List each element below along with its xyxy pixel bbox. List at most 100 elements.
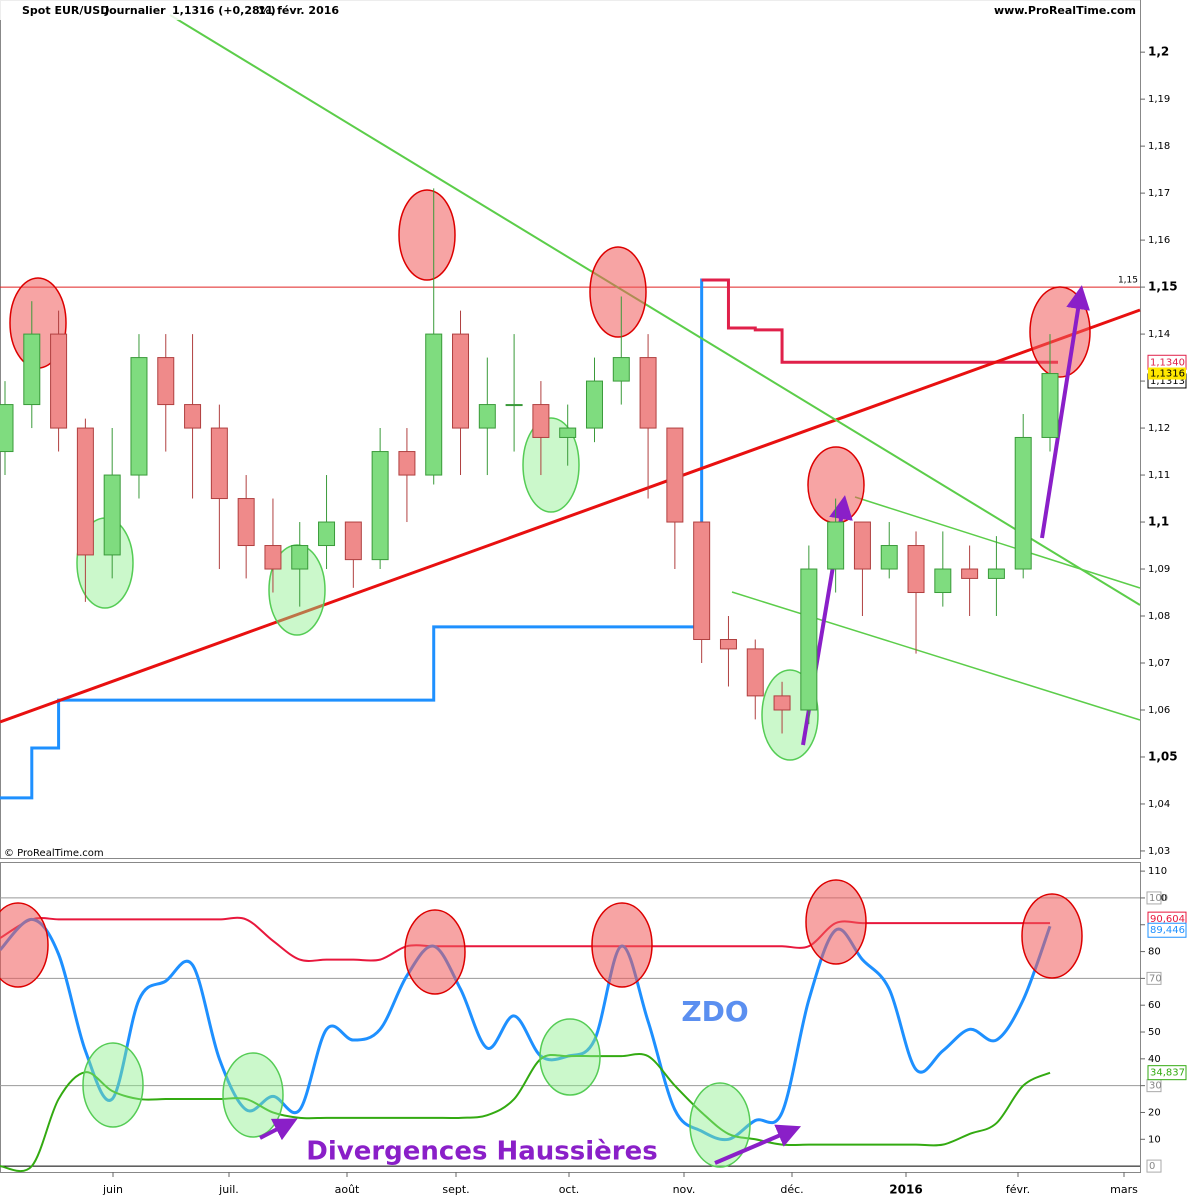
candle-body [1041, 373, 1059, 438]
ellipse [591, 902, 653, 988]
candle-body [827, 521, 845, 570]
y-tick-label: 1,09 [1148, 564, 1170, 575]
arrow [714, 1124, 802, 1165]
arrow [259, 1118, 298, 1141]
candle-body [853, 521, 871, 570]
ellipse [0, 902, 49, 988]
y-tick-label: 1,18 [1148, 141, 1170, 152]
value-box [1147, 922, 1187, 938]
y-tick-label: 60 [1148, 1000, 1161, 1011]
ellipse [404, 909, 466, 995]
candle-body [76, 427, 94, 556]
ellipse [1021, 893, 1083, 979]
y-tick-label: 1,19 [1148, 94, 1170, 105]
y-tick-label: 1,2 [1148, 45, 1169, 59]
x-tick-label: févr. [1006, 1183, 1030, 1196]
copyright: © ProRealTime.com [4, 848, 104, 859]
ellipse [589, 246, 647, 338]
level-label: 100 [1149, 893, 1168, 904]
candle-body [103, 474, 121, 556]
candle-body [210, 427, 228, 500]
candle-body [746, 648, 764, 697]
header-site: www.ProRealTime.com [994, 4, 1136, 17]
y-tick-label: 10 [1148, 1134, 1161, 1145]
candle-body [934, 568, 952, 594]
ellipse [689, 1082, 751, 1168]
value-box-label: 90,604 [1150, 914, 1185, 925]
candle-body [344, 521, 362, 561]
candle-body [452, 333, 470, 429]
y-tick-label: 80 [1148, 947, 1161, 958]
y-tick-label: 1,16 [1148, 235, 1170, 246]
candle-body [880, 545, 898, 570]
candle-body [773, 695, 791, 711]
ellipse [268, 544, 326, 636]
y-tick-label: 110 [1148, 866, 1167, 877]
arrow [1040, 285, 1090, 539]
candle-body [639, 357, 657, 429]
value-box-label: 34,837 [1150, 1068, 1185, 1079]
header-title: Spot EUR/USD [22, 4, 109, 17]
x-tick-label: juil. [218, 1183, 239, 1196]
candle-body [478, 404, 496, 429]
value-box-label: 1,1340 [1150, 357, 1185, 368]
y-tick-label: 1,14 [1148, 329, 1170, 340]
candle-body [291, 545, 309, 570]
y-tick-label: 40 [1148, 1054, 1161, 1065]
trendline [0, 308, 1141, 724]
candle-body [425, 333, 443, 476]
x-tick-label: oct. [559, 1183, 580, 1196]
y-tick-label: 1,1 [1148, 515, 1169, 529]
trendline [169, 14, 1141, 606]
x-tick-label: août [335, 1183, 360, 1196]
candle-body [612, 357, 630, 382]
ellipse [539, 1018, 601, 1096]
level-box [1146, 971, 1162, 985]
ellipse [222, 1052, 284, 1138]
y-tick-label: 1,07 [1148, 658, 1170, 669]
level-box [1146, 891, 1162, 905]
highlights [0, 189, 1091, 1168]
indicator-line [0, 1052, 1051, 1173]
indicator-frame [0, 862, 1141, 1173]
level-box [1146, 1159, 1162, 1173]
y-tick-label: 20 [1148, 1107, 1161, 1118]
candle-body [398, 451, 416, 476]
candle-body [184, 404, 202, 429]
level-label: 0 [1149, 1161, 1155, 1172]
y-tick-label: 1,06 [1148, 705, 1170, 716]
y-tick-label: 1,11 [1148, 470, 1170, 481]
annotation: ZDO [681, 995, 748, 1028]
close-label: 1,1316 [1150, 369, 1185, 380]
value-box-label: 1,1313 [1150, 376, 1185, 387]
candle-body [907, 545, 925, 594]
indicator-line [0, 917, 1052, 1142]
candle-body [371, 451, 389, 561]
annotation: Divergences Haussières [306, 1137, 657, 1167]
ellipse [522, 417, 580, 513]
candle-body [1014, 436, 1032, 570]
candle-body [264, 545, 282, 570]
indicator-line [0, 916, 1050, 962]
y-tick-label: 1,12 [1148, 423, 1170, 434]
plot-layer [0, 278, 1140, 1173]
level-label: 70 [1149, 973, 1162, 984]
candle-body [318, 521, 336, 547]
candle-body [532, 404, 550, 438]
y-tick-label: 1,17 [1148, 188, 1170, 199]
trendline [854, 496, 1141, 589]
value-box-label: 89,446 [1150, 925, 1185, 936]
x-tick-label: mars [1110, 1183, 1138, 1196]
header-quote: 1,1316 (+0,28%) [172, 4, 276, 17]
x-tick-label: déc. [780, 1183, 803, 1196]
y-tick-label: 1,15 [1148, 280, 1178, 294]
x-tick-label: nov. [673, 1183, 696, 1196]
x-tick-label: sept. [442, 1183, 469, 1196]
x-tick-label: juin [102, 1183, 123, 1196]
ellipse [805, 879, 867, 965]
ellipse [398, 189, 456, 281]
close-box [1148, 367, 1186, 380]
candle-body [800, 568, 818, 711]
